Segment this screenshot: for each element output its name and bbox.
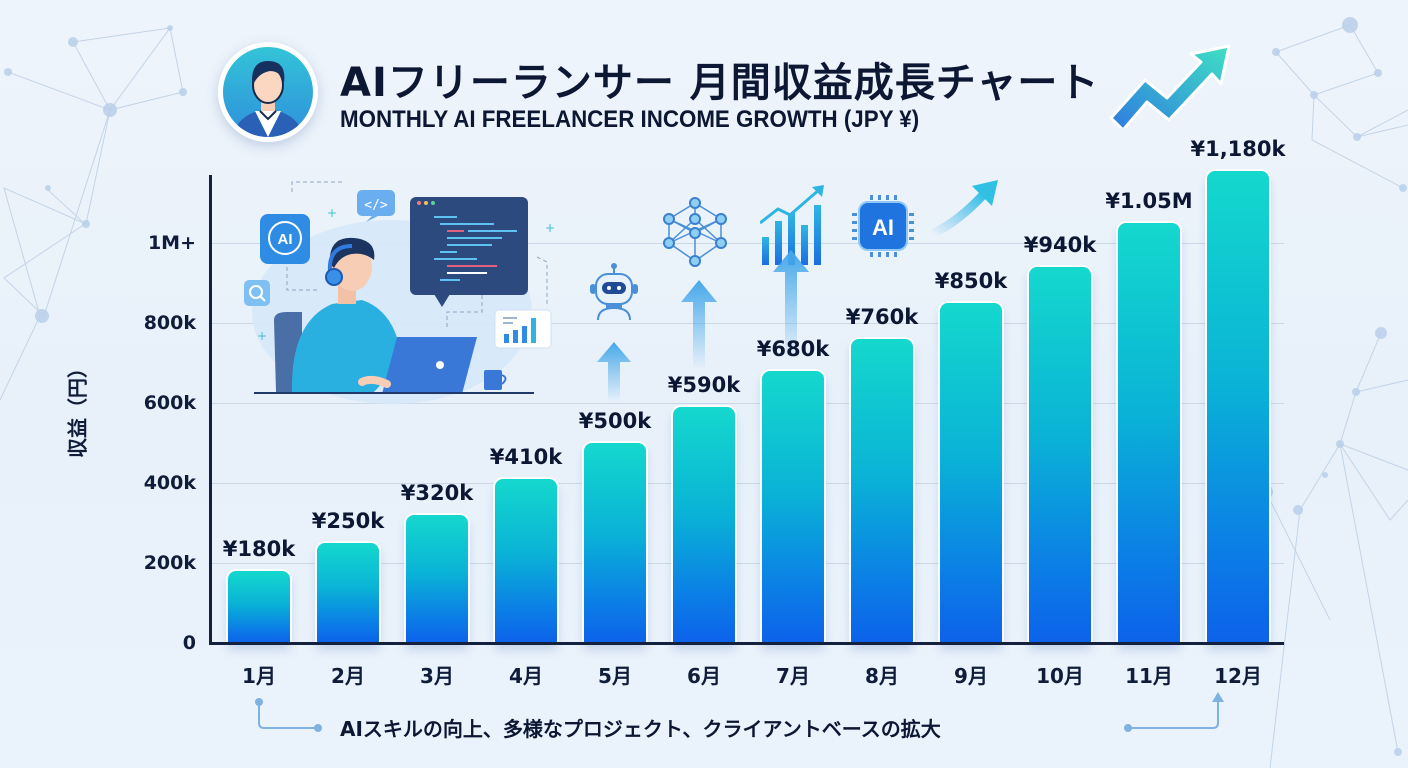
bar-value-label: ¥1,180k: [1190, 137, 1286, 161]
bar-value-label: ¥180k: [222, 537, 296, 561]
y-tick-label: 0: [182, 632, 196, 654]
bar-10月: [1029, 267, 1091, 643]
y-axis: [209, 175, 212, 645]
x-tick-label: 5月: [598, 664, 632, 688]
bar-1月: [228, 571, 290, 643]
neural-network-icon: [663, 197, 727, 267]
x-tick-label: 12月: [1214, 664, 1262, 688]
x-tick-label: 6月: [687, 664, 721, 688]
svg-text:+: +: [545, 221, 555, 235]
svg-text:AI: AI: [872, 215, 894, 240]
ai-chip-icon: AI: [852, 195, 914, 257]
y-tick-label: 400k: [143, 472, 196, 494]
bar-value-label: ¥760k: [845, 305, 919, 329]
timeline-bracket-decoration: [255, 692, 1224, 732]
gridline: [212, 563, 1284, 564]
ai-brain-icon: AI: [260, 214, 310, 264]
code-window-icon: [410, 197, 528, 307]
bar-2月: [317, 543, 379, 643]
x-tick-label: 8月: [865, 664, 899, 688]
up-arrow-icon: [681, 280, 717, 370]
x-tick-label: 3月: [420, 664, 454, 688]
bar-value-label: ¥940k: [1023, 233, 1097, 257]
freelancer-at-laptop-illustration: AI </>: [244, 181, 555, 404]
chart-subtitle: MONTHLY AI FREELANCER INCOME GROWTH (JPY…: [340, 106, 920, 133]
up-arrow-icon: [773, 250, 809, 360]
x-tick-label: 2月: [331, 664, 365, 688]
bar-value-label: ¥250k: [311, 509, 385, 533]
bar-value-label: ¥410k: [489, 445, 563, 469]
bar-12月: [1207, 171, 1269, 643]
gridline: [212, 323, 1284, 324]
y-tick-label: 800k: [143, 312, 196, 334]
bar-value-label: ¥500k: [578, 409, 652, 433]
bar-7月: [762, 371, 824, 643]
coffee-cup-icon: [484, 370, 502, 390]
bar-4月: [495, 479, 557, 643]
svg-text:+: +: [257, 329, 267, 343]
chart-title: AIフリーランサー 月間収益成長チャート: [340, 60, 1100, 106]
y-tick-label: 600k: [143, 392, 196, 414]
growth-chart-icon: [760, 185, 824, 265]
growth-factors-note: AIスキルの向上、多様なプロジェクト、クライアントベースの拡大: [340, 717, 941, 741]
x-tick-label: 1月: [242, 664, 276, 688]
up-arrow-icon: [597, 342, 631, 402]
curved-arrow-icon: [930, 180, 998, 236]
bar-6月: [673, 407, 735, 643]
x-tick-label: 7月: [776, 664, 810, 688]
upward-trend-arrow-icon: [1109, 44, 1231, 128]
x-tick-label: 9月: [954, 664, 988, 688]
x-tick-label: 4月: [509, 664, 543, 688]
bar-5月: [584, 443, 646, 643]
bar-value-label: ¥850k: [934, 269, 1008, 293]
businessman-avatar-icon: [218, 42, 318, 142]
svg-text:</>: </>: [364, 198, 388, 213]
bar-chart-card-icon: [494, 309, 552, 349]
x-axis: [209, 642, 1284, 645]
bar-9月: [940, 303, 1002, 643]
gridline: [212, 403, 1284, 404]
search-icon: [244, 280, 270, 306]
bar-11月: [1118, 223, 1180, 643]
gridline: [212, 483, 1284, 484]
bar-value-label: ¥320k: [400, 481, 474, 505]
bar-value-label: ¥590k: [667, 373, 741, 397]
chart-header: AIフリーランサー 月間収益成長チャート MONTHLY AI FREELANC…: [218, 40, 1118, 150]
svg-text:+: +: [327, 206, 337, 220]
bar-value-label: ¥1.05M: [1105, 189, 1193, 213]
x-tick-label: 11月: [1125, 664, 1173, 688]
robot-icon: [590, 263, 638, 321]
bar-value-label: ¥680k: [756, 337, 830, 361]
bar-8月: [851, 339, 913, 643]
svg-text:AI: AI: [278, 231, 293, 248]
code-icon: </>: [357, 190, 395, 222]
bar-3月: [406, 515, 468, 643]
x-tick-label: 10月: [1036, 664, 1084, 688]
y-axis-label: 収益（円）: [65, 358, 90, 458]
y-tick-label: 1M+: [147, 232, 196, 254]
gridline: [212, 243, 1284, 244]
y-tick-label: 200k: [143, 552, 196, 574]
